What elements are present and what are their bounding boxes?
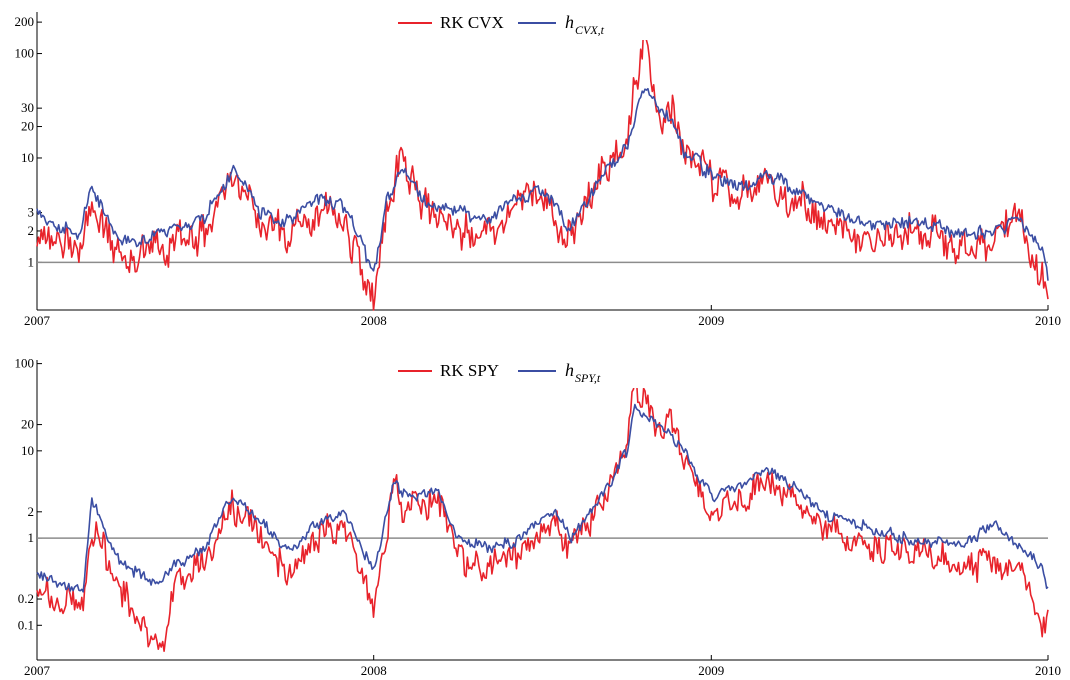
x-tick-label: 2008 (361, 313, 387, 328)
legend-background (390, 14, 650, 40)
y-tick-label: 2 (28, 504, 35, 519)
y-tick-label: 1 (28, 254, 35, 269)
panel-spy: 0.1 0.2 1 2 10 20 100 2007 2008 2009 2010 RK SPY h SP… (15, 356, 1062, 678)
x-tick-label: 2009 (698, 663, 724, 678)
x-tick-label: 2010 (1035, 663, 1061, 678)
y-tick-label: 100 (15, 46, 35, 61)
legend-background (390, 362, 650, 388)
legend-label-h: h (565, 360, 574, 380)
y-tick-label: 0.1 (18, 617, 34, 632)
y-tick-label: 100 (15, 356, 35, 371)
legend-label-h: h (565, 12, 574, 32)
series-line-rk (36, 26, 1049, 311)
y-tick-label: 0.2 (18, 591, 34, 606)
series-line-h (36, 87, 1049, 281)
y-tick-label: 200 (15, 14, 35, 29)
y-tick-label: 1 (28, 530, 35, 545)
y-tick-label: 2 (28, 223, 35, 238)
legend-label-rk: RK SPY (440, 361, 499, 380)
series-line-rk (36, 376, 1049, 652)
legend: RK SPY h SPY,t (390, 360, 650, 388)
legend-label-rk: RK CVX (440, 13, 504, 32)
panel-cvx: 1 2 3 10 20 30 100 200 2007 2008 2009 2010 RK CVX h CV… (15, 12, 1061, 328)
y-tick-label: 20 (21, 417, 34, 432)
legend-label-h-subscript: CVX,t (575, 23, 605, 37)
y-tick-label: 10 (21, 443, 34, 458)
x-tick-label: 2008 (361, 663, 387, 678)
x-tick-label: 2009 (698, 313, 724, 328)
y-tick-label: 3 (28, 205, 35, 220)
y-tick-label: 10 (21, 150, 34, 165)
x-tick-label: 2010 (1035, 313, 1061, 328)
legend-label-h-subscript: SPY,t (575, 371, 601, 385)
series-line-h (36, 403, 1049, 593)
x-tick-label: 2007 (24, 313, 51, 328)
y-tick-label: 30 (21, 100, 34, 115)
legend: RK CVX h CVX,t (390, 12, 650, 40)
x-tick-label: 2007 (24, 663, 51, 678)
y-tick-label: 20 (21, 119, 34, 134)
